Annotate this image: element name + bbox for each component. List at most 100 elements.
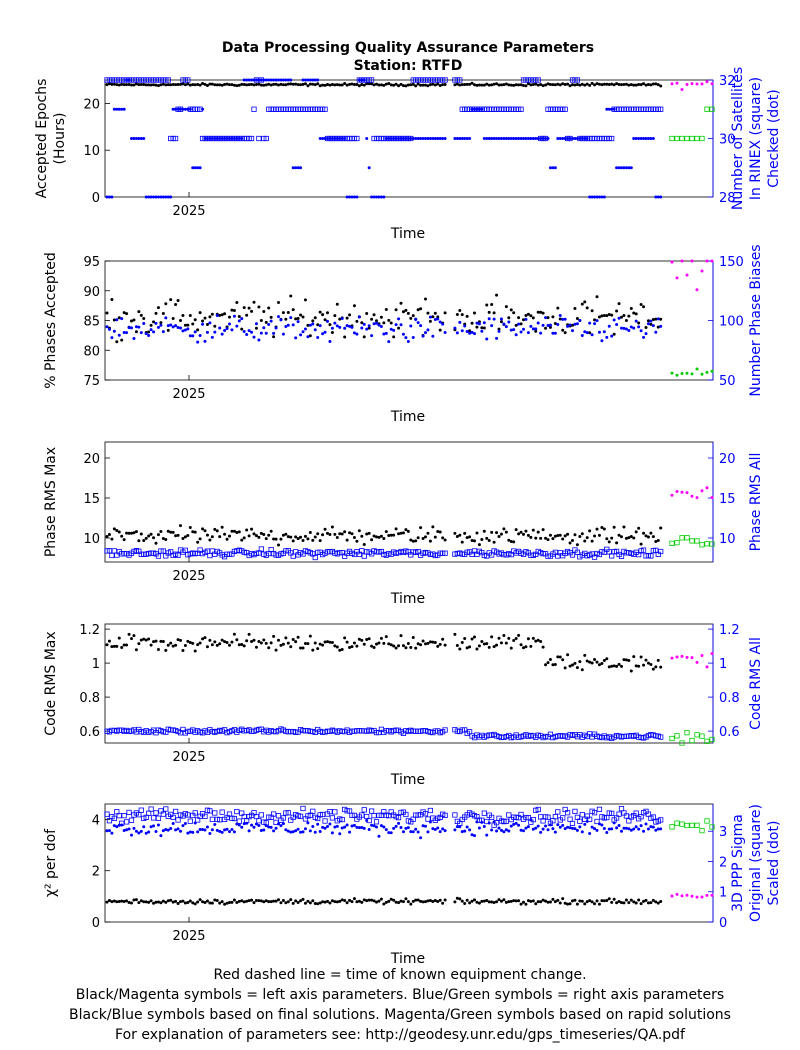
series-3-point bbox=[389, 137, 393, 140]
footnote-solution-legend: Black/Blue symbols based on final soluti… bbox=[69, 1007, 731, 1023]
series-1-point bbox=[357, 637, 361, 641]
series-3-point bbox=[134, 829, 138, 833]
series-3-point bbox=[531, 827, 535, 831]
series-1-point bbox=[352, 536, 356, 540]
series-1-point bbox=[107, 533, 111, 537]
series-1-point bbox=[612, 525, 616, 529]
series-3-point bbox=[526, 137, 530, 140]
series-1-point bbox=[485, 82, 489, 86]
series-1-point bbox=[615, 541, 619, 545]
series-1-point bbox=[610, 536, 614, 540]
series-3-point bbox=[690, 259, 694, 263]
series-1-point bbox=[627, 901, 631, 905]
series-1-point bbox=[365, 899, 369, 903]
series-1-point bbox=[387, 642, 391, 646]
series-2-point bbox=[215, 313, 219, 317]
series-2-point bbox=[475, 321, 479, 325]
footnote-equipment-change: Red dashed line = time of known equipmen… bbox=[213, 967, 587, 983]
series-3-point bbox=[375, 825, 378, 829]
series-3-point bbox=[453, 828, 457, 832]
series-1-point bbox=[154, 541, 158, 545]
series-1-point bbox=[507, 900, 511, 904]
left-tick-label: 0 bbox=[92, 191, 100, 206]
series-3-point bbox=[223, 137, 227, 140]
series-3-point bbox=[487, 137, 491, 140]
series-3-point bbox=[578, 137, 582, 140]
series-1-point bbox=[468, 329, 472, 333]
series-2-point bbox=[196, 340, 200, 344]
series-1-point bbox=[245, 313, 249, 317]
series-3-point bbox=[615, 166, 619, 170]
series-3-point bbox=[286, 829, 290, 833]
series-3-point bbox=[458, 825, 462, 829]
series-3-point bbox=[286, 78, 290, 82]
series-2-point bbox=[213, 330, 217, 334]
series-1-point bbox=[174, 534, 178, 538]
series-1-point bbox=[179, 524, 182, 528]
series-2-point bbox=[152, 330, 156, 334]
series-1-point bbox=[534, 536, 538, 540]
series-1-point bbox=[326, 311, 329, 315]
series-4-point bbox=[669, 735, 675, 742]
series-1-point bbox=[654, 317, 658, 321]
series-4-point bbox=[694, 538, 700, 544]
series-3-point bbox=[269, 825, 273, 829]
series-3-point bbox=[228, 137, 231, 140]
series-1-point bbox=[179, 318, 182, 322]
series-1-point bbox=[553, 900, 557, 904]
series-1-point bbox=[499, 899, 503, 903]
series-1-point bbox=[546, 661, 550, 665]
series-1-point bbox=[186, 533, 190, 537]
series-1-point bbox=[421, 900, 425, 904]
series-1-point bbox=[198, 311, 202, 315]
series-3-point bbox=[685, 273, 689, 277]
series-3-point bbox=[137, 831, 141, 835]
series-1-point bbox=[245, 528, 249, 532]
series-1-point bbox=[632, 655, 636, 659]
series-1-point bbox=[399, 82, 403, 86]
series-2-point bbox=[544, 316, 548, 320]
series-1-point bbox=[345, 538, 349, 542]
series-2-point bbox=[171, 325, 175, 329]
series-3-point bbox=[303, 78, 307, 82]
series-3-point bbox=[629, 828, 633, 832]
series-4-point bbox=[670, 894, 674, 898]
series-1-point bbox=[441, 637, 445, 641]
series-2-point bbox=[264, 331, 268, 335]
series-3-point bbox=[622, 826, 626, 830]
series-3-point bbox=[441, 137, 445, 140]
series-3-point bbox=[326, 824, 329, 828]
series-2-point bbox=[153, 810, 159, 816]
series-1-point bbox=[507, 538, 511, 542]
series-2-point bbox=[235, 324, 239, 328]
series-3-point bbox=[115, 825, 119, 829]
series-1-point bbox=[247, 534, 251, 538]
series-2-point bbox=[577, 818, 583, 824]
series-3-point bbox=[607, 827, 611, 831]
series-1-point bbox=[519, 902, 523, 906]
series-1-point bbox=[372, 899, 376, 903]
series-2-point bbox=[373, 819, 380, 825]
series-5-point bbox=[709, 106, 715, 112]
series-1-point bbox=[639, 655, 643, 659]
series-1-point bbox=[394, 646, 398, 650]
series-1-point bbox=[531, 316, 535, 320]
series-1-point bbox=[117, 83, 121, 87]
series-1-point bbox=[110, 537, 114, 541]
series-1-point bbox=[316, 82, 320, 86]
series-3-point bbox=[174, 107, 178, 111]
series-3-point bbox=[406, 137, 410, 140]
series-3-point bbox=[169, 195, 173, 199]
series-3-point bbox=[700, 654, 704, 658]
series-2-point bbox=[618, 806, 625, 812]
series-3-point bbox=[328, 822, 332, 826]
series-3-point bbox=[179, 829, 182, 833]
series-3-point bbox=[154, 829, 158, 833]
series-3-point bbox=[455, 825, 459, 829]
series-3-point bbox=[357, 78, 361, 82]
series-1-point bbox=[595, 899, 599, 903]
series-2-point bbox=[453, 326, 457, 330]
series-2-point bbox=[455, 331, 459, 335]
series-1-point bbox=[431, 640, 435, 644]
series-3-point bbox=[529, 137, 533, 140]
